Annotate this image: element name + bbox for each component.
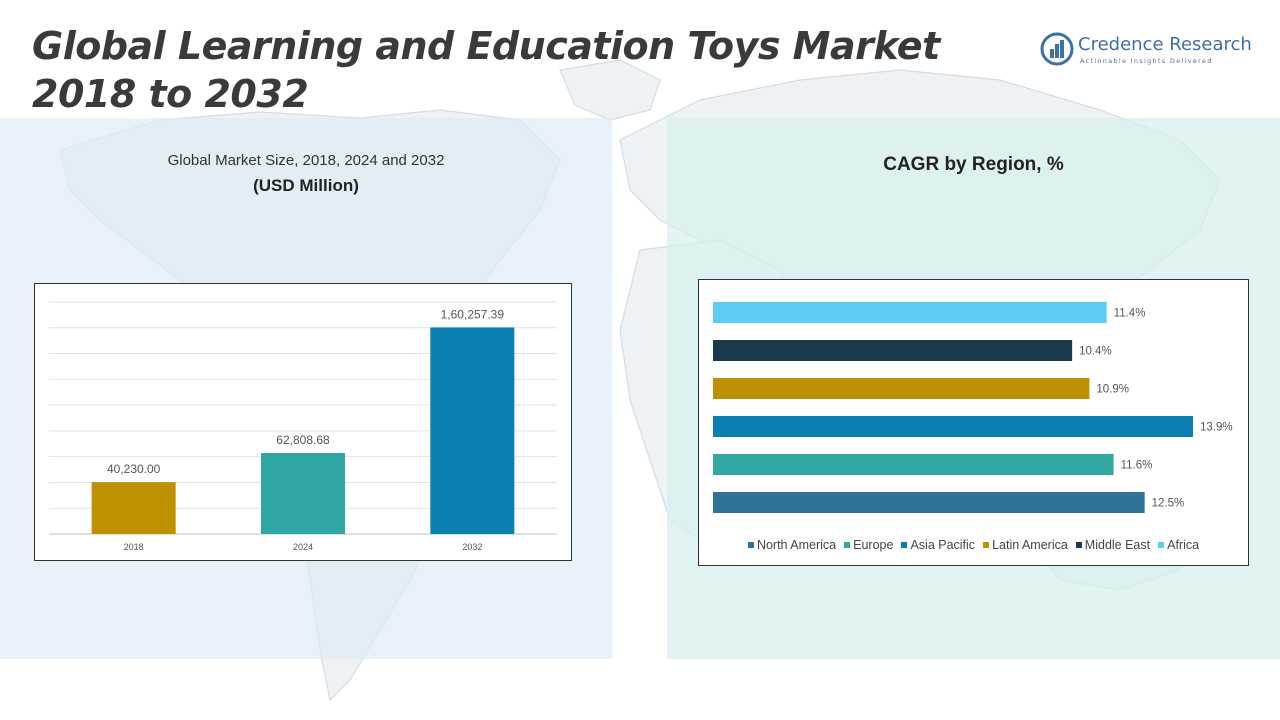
bar-latin-america (713, 378, 1090, 399)
bar-value-label: 62,808.68 (276, 433, 330, 447)
legend-item: North America (747, 538, 837, 552)
bar-value-label: 13.9% (1200, 422, 1233, 434)
market-size-plot: 40,230.00 2018 62,808.68 2024 1,60,257.39 203… (49, 301, 557, 552)
bar-north-america (713, 492, 1145, 513)
x-tick-label: 2024 (293, 542, 313, 552)
legend-swatch (1075, 542, 1082, 548)
credence-logo: Credence Research Actionable Insights De… (1040, 32, 1260, 68)
cagr-plot: 12.5% 11.6% 13.9% 10.9% 10.4% 11.4% (713, 302, 1233, 513)
legend-item: Africa (1158, 538, 1199, 552)
legend-label: Latin America (992, 538, 1068, 552)
legend-swatch (747, 542, 754, 548)
legend-swatch (983, 542, 990, 548)
market-size-chart-subtitle: (USD Million) (253, 176, 359, 195)
legend-label: North America (756, 538, 837, 552)
cagr-chart: 12.5% 11.6% 13.9% 10.9% 10.4% 11.4% North Ame… (698, 279, 1249, 566)
bar-europe (713, 454, 1114, 475)
legend-label: Middle East (1084, 538, 1151, 552)
cagr-legend: North America Europe Asia Pacific Latin Ame… (699, 538, 1248, 552)
bar-asia-pacific (713, 416, 1194, 437)
legend-swatch (844, 542, 851, 548)
logo-icon (1040, 32, 1074, 66)
bar-2018 (91, 482, 176, 534)
bar-middle-east (713, 340, 1073, 361)
bar-2032 (430, 327, 515, 534)
bar-value-label: 1,60,257.39 (441, 307, 505, 321)
legend-label: Europe (853, 538, 894, 552)
legend-swatch (901, 542, 908, 548)
bar-value-label: 10.9% (1096, 384, 1129, 396)
legend-label: Africa (1167, 538, 1200, 552)
x-tick-label: 2032 (462, 542, 482, 552)
legend-item: Asia Pacific (901, 538, 975, 552)
page-title: Global Learning and Education Toys Marke… (32, 24, 940, 116)
cagr-chart-title: CAGR by Region, % (883, 154, 1064, 175)
x-tick-label: 2018 (124, 542, 144, 552)
legend-item: Europe (844, 538, 893, 552)
market-size-chart: 40,230.00 2018 62,808.68 2024 1,60,257.39 203… (34, 283, 572, 561)
bar-value-label: 12.5% (1152, 498, 1185, 510)
bar-value-label: 11.6% (1121, 460, 1153, 472)
logo-brand: Credence Research (1078, 34, 1252, 55)
legend-item: Middle East (1075, 538, 1151, 552)
logo-tagline: Actionable Insights Delivered (1080, 57, 1213, 65)
bar-2024 (261, 453, 345, 534)
legend-swatch (1158, 542, 1165, 548)
legend-label: Asia Pacific (910, 538, 976, 552)
bar-value-label: 11.4% (1114, 308, 1146, 320)
bar-value-label: 40,230.00 (107, 462, 161, 476)
bar-value-label: 10.4% (1079, 346, 1112, 358)
bar-africa (713, 302, 1107, 323)
legend-item: Latin America (983, 538, 1068, 552)
market-size-chart-title: Global Market Size, 2018, 2024 and 2032 (167, 152, 445, 169)
